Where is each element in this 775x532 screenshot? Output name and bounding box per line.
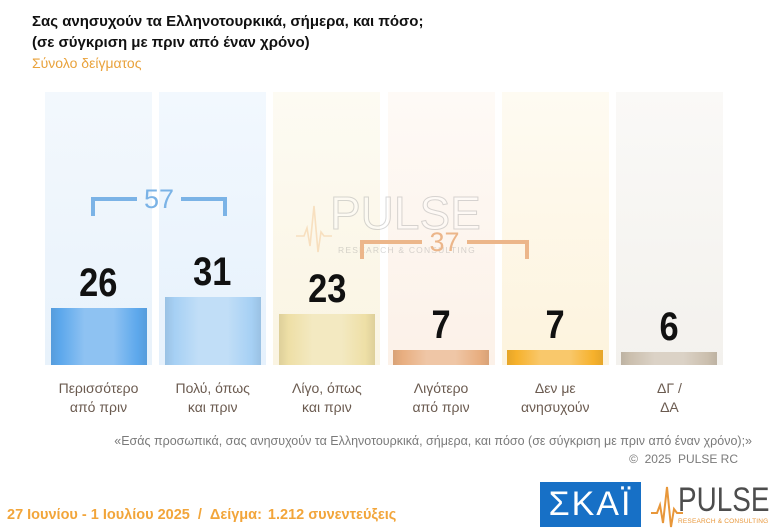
bracket-line <box>91 197 227 216</box>
category-label: Λίγο, όπως και πριν <box>291 380 362 415</box>
bar <box>50 307 147 365</box>
category-label: ΔΓ / ΔΑ <box>657 380 682 415</box>
category-label: Περισσότερο από πριν <box>58 380 139 415</box>
chart-subtitle: Σύνολο δείγματος <box>32 55 142 71</box>
bar-chart: 26 31 23 7 7 6 <box>45 92 723 365</box>
chart-column: 7 <box>387 92 495 365</box>
pulse-watermark: PULSE RESEARCH & CONSULTING <box>296 190 481 260</box>
skai-logo: ΣΚΑΪ <box>540 482 641 527</box>
category-label: Πολύ, όπως και πριν <box>175 380 250 415</box>
fieldwork-info: 27 Ιουνίου - 1 Ιουλίου 2025 / Δείγμα: 1.212… <box>7 506 396 524</box>
chart-title-block: Σας ανησυχούν τα Ελληνοτουρκικά, σήμερα,… <box>32 11 423 74</box>
heartbeat-icon <box>651 486 683 528</box>
bar-value-label: 31 <box>193 249 232 294</box>
copyright: © 2025 PULSE RC <box>629 452 738 466</box>
bracket-total-label: 57 <box>143 184 175 214</box>
pulse-logo-name: PULSE <box>678 481 770 519</box>
sample-label: Δείγμα: <box>209 507 262 523</box>
pulse-logo: PULSE RESEARCH & CONSULTING <box>651 483 773 529</box>
category-label: Λιγότερο από πριν <box>412 380 470 415</box>
chart-column: 23 <box>273 92 381 365</box>
category-axis: Περισσότερο από πριν Πολύ, όπως και πριν… <box>45 379 723 417</box>
bar <box>507 349 604 365</box>
bar-value-label: 6 <box>659 304 680 349</box>
bar <box>164 296 261 365</box>
bar-value-label: 7 <box>431 302 451 347</box>
bar-value-label: 23 <box>307 267 347 312</box>
bar-value-label: 7 <box>545 302 565 347</box>
chart-title-line-2: (σε σύγκριση με πριν από έναν χρόνο) <box>32 34 310 51</box>
chart-column: 26 <box>45 92 152 365</box>
sample-value: 1.212 συνεντεύξεις <box>267 507 397 523</box>
group-bracket: 57 <box>91 186 227 217</box>
watermark-name: PULSE <box>330 187 482 239</box>
survey-question: «Εσάς προσωπικά, σας ανησυχούν τα Ελληνο… <box>114 434 752 448</box>
bar <box>278 314 375 365</box>
chart-column: 31 <box>159 92 267 365</box>
watermark-tagline: RESEARCH & CONSULTING <box>338 245 476 255</box>
bar <box>621 351 718 365</box>
bracket-line <box>360 240 529 259</box>
category-label: Δεν με ανησυχούν <box>520 380 590 415</box>
group-bracket: 37 <box>360 229 529 260</box>
pulse-logo-tagline: RESEARCH & CONSULTING <box>678 518 769 525</box>
chart-column: 7 <box>501 92 609 365</box>
bar <box>393 349 490 365</box>
fieldwork-date: 27 Ιουνίου - 1 Ιουλίου 2025 <box>7 507 190 523</box>
bar-value-label: 26 <box>79 260 118 305</box>
chart-column: 6 <box>615 92 723 365</box>
heartbeat-icon <box>296 205 332 253</box>
bracket-total-label: 37 <box>429 227 460 257</box>
chart-title-line-1: Σας ανησυχούν τα Ελληνοτουρκικά, σήμερα,… <box>32 13 424 30</box>
fieldwork-separator: / <box>197 507 202 523</box>
